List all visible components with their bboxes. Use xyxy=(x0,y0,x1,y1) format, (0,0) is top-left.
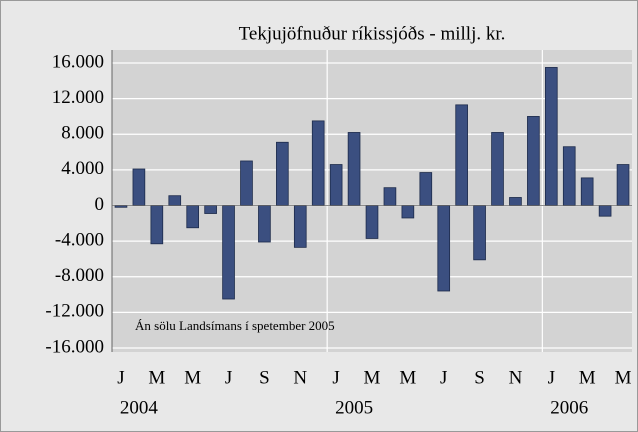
x-tick-label: M xyxy=(399,367,416,388)
y-tick-label: -12.000 xyxy=(45,301,104,322)
y-tick-label: -8.000 xyxy=(55,265,104,286)
bar xyxy=(222,205,235,300)
bar xyxy=(509,197,522,206)
x-tick-label: J xyxy=(117,367,124,388)
x-tick-label: S xyxy=(474,367,485,388)
x-tick-label: M xyxy=(184,367,201,388)
bar xyxy=(544,67,558,206)
y-tick-label: -4.000 xyxy=(55,229,104,250)
bar xyxy=(150,205,164,245)
bar xyxy=(473,205,486,261)
x-tick-label: J xyxy=(332,367,339,388)
y-tick-label: 12.000 xyxy=(52,87,104,108)
bar xyxy=(598,205,612,217)
y-tick-label: 16.000 xyxy=(52,51,104,72)
bar xyxy=(401,205,415,219)
bar xyxy=(204,205,217,214)
year-label: 2006 xyxy=(550,397,588,418)
bar xyxy=(168,195,182,206)
y-tick-label: 0 xyxy=(95,194,105,215)
bar xyxy=(419,172,433,206)
x-tick-label: N xyxy=(509,367,523,388)
bar xyxy=(455,104,468,206)
y-tick-label: 4.000 xyxy=(61,158,104,179)
x-tick-label: M xyxy=(364,367,381,388)
bar xyxy=(562,146,576,206)
y-tick-label: -16.000 xyxy=(45,336,104,357)
bar xyxy=(580,177,594,206)
year-label: 2005 xyxy=(335,397,373,418)
bar xyxy=(491,132,504,206)
year-label: 2004 xyxy=(120,397,159,418)
y-tick-label: 8.000 xyxy=(61,123,104,144)
bar xyxy=(329,164,343,206)
bar xyxy=(293,205,307,248)
bar xyxy=(383,187,397,206)
x-tick-label: J xyxy=(548,367,555,388)
bar xyxy=(132,168,146,206)
bar xyxy=(365,205,379,239)
annotation: Án sölu Landsímans í spetember 2005 xyxy=(135,318,335,333)
x-tick-label: S xyxy=(259,367,270,388)
x-tick-label: J xyxy=(225,367,232,388)
bar xyxy=(258,205,271,243)
x-tick-label: M xyxy=(615,367,632,388)
bar xyxy=(311,120,325,206)
bar xyxy=(616,164,630,206)
bar xyxy=(347,132,361,206)
bar xyxy=(276,141,289,206)
x-tick-label: M xyxy=(148,367,165,388)
x-tick-label: M xyxy=(579,367,596,388)
bar xyxy=(527,116,540,206)
bar xyxy=(437,205,451,292)
bar xyxy=(186,205,200,229)
x-tick-label: N xyxy=(293,367,307,388)
x-tick-label: J xyxy=(440,367,447,388)
chart-title: Tekjujöfnuður ríkissjóðs - millj. kr. xyxy=(239,23,506,44)
bar xyxy=(240,160,253,206)
